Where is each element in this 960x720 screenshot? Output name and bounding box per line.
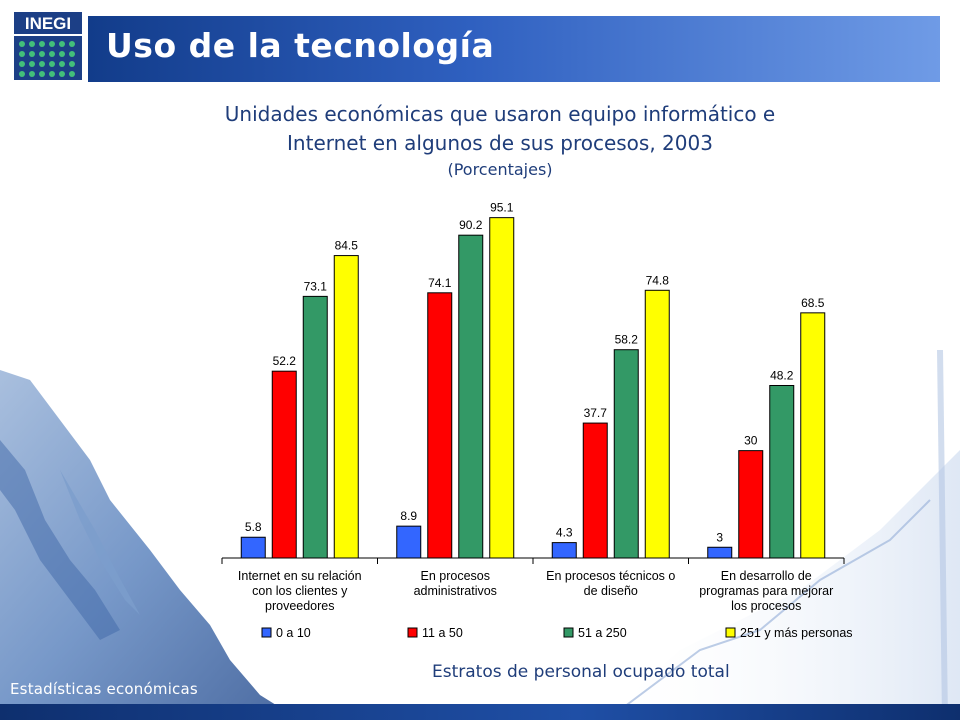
title-bar: Uso de la tecnología <box>88 16 940 82</box>
chart-title-line-2: Internet en algunos de sus procesos, 200… <box>287 131 713 155</box>
data-label: 68.5 <box>801 296 825 310</box>
bar-1-1 <box>240 536 266 559</box>
category-label: En procesos administrativos <box>414 569 497 598</box>
legend-label: 0 a 10 <box>276 626 311 640</box>
category-label: En desarrollo de programas para mejorar lo… <box>699 569 833 613</box>
bar-2-2 <box>427 292 453 559</box>
legend-swatch <box>563 627 574 638</box>
data-label: 74.8 <box>646 273 670 287</box>
legend-swatch <box>407 627 418 638</box>
mexico-map-background <box>0 350 960 720</box>
data-label: 3 <box>716 530 723 544</box>
footer-bar <box>0 704 960 720</box>
footer-label: Estadísticas económicas <box>10 680 198 698</box>
category-label: En procesos técnicos o de diseño <box>546 569 675 598</box>
bar-2-1 <box>396 525 422 559</box>
inegi-logo: INEGI <box>8 10 86 82</box>
chart-title-line-1: Unidades económicas que usaron equipo in… <box>224 102 776 126</box>
data-label: 30 <box>744 434 758 448</box>
data-label: 90.2 <box>459 218 483 232</box>
data-label: 5.8 <box>245 520 262 534</box>
legend-label: 11 a 50 <box>422 626 463 640</box>
bar-4-4 <box>800 312 826 559</box>
bar-4-2 <box>738 450 764 559</box>
category-label: Internet en su relación con los clientes … <box>238 569 362 613</box>
bar-3-3 <box>613 349 639 559</box>
bar-3-2 <box>582 422 608 559</box>
bar-3-4 <box>644 289 670 559</box>
data-label: 48.2 <box>770 368 794 382</box>
bar-4-1 <box>707 546 733 559</box>
legend-swatch <box>261 627 272 638</box>
bar-2-4 <box>489 217 515 559</box>
bar-1-3 <box>302 295 328 559</box>
logo-text: INEGI <box>25 14 71 33</box>
bar-2-3 <box>458 234 484 559</box>
data-label: 4.3 <box>556 526 573 540</box>
legend-label: 251 y más personas <box>740 626 853 640</box>
data-label: 95.1 <box>490 201 514 215</box>
data-label: 73.1 <box>304 279 328 293</box>
data-label: 58.2 <box>615 333 639 347</box>
data-label: 8.9 <box>400 509 417 523</box>
bar-3-1 <box>551 542 577 559</box>
page-title: Uso de la tecnología <box>106 26 495 65</box>
data-label: 84.5 <box>335 239 359 253</box>
legend-label: 51 a 250 <box>578 626 627 640</box>
data-label: 74.1 <box>428 276 452 290</box>
legend-swatch <box>725 627 736 638</box>
bar-1-2 <box>271 370 297 559</box>
bar-1-4 <box>333 255 359 559</box>
data-label: 52.2 <box>273 354 297 368</box>
bar-4-3 <box>769 384 795 559</box>
x-axis-title: Estratos de personal ocupado total <box>432 662 730 682</box>
data-label: 37.7 <box>584 406 608 420</box>
chart-subtitle: (Porcentajes) <box>447 160 553 179</box>
